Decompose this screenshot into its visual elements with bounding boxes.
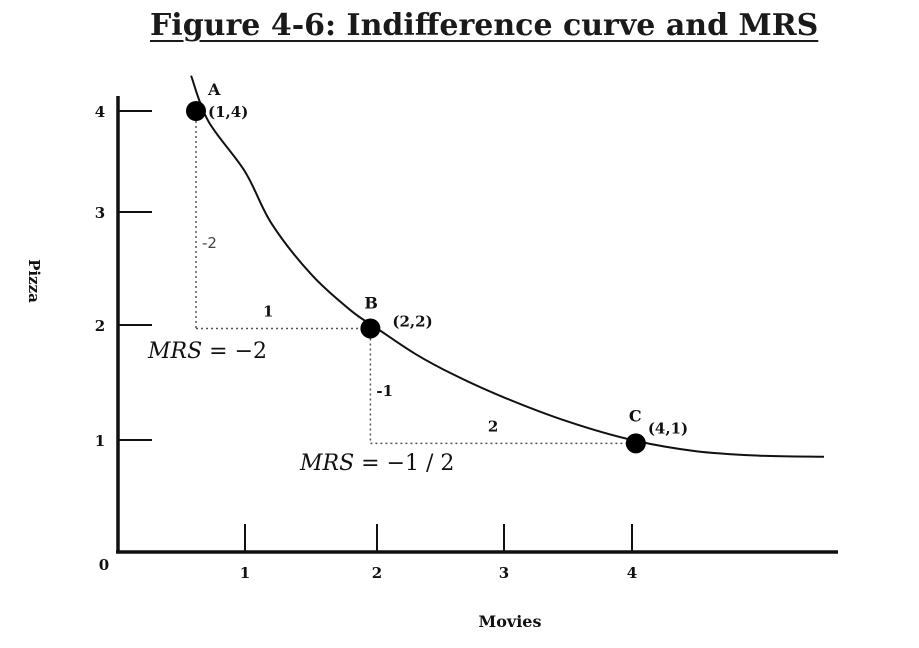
delta-y-b-c: -1 — [376, 382, 393, 400]
x-tick-label-2: 2 — [372, 564, 382, 582]
mrs-label-a-b: MRS = −2 — [147, 339, 267, 364]
mrs-label-b-c: MRS = −1 / 2 — [299, 451, 454, 476]
delta-x-b-c: 2 — [488, 417, 498, 435]
x-tick-label-3: 3 — [499, 564, 509, 582]
y-tick-label-2: 2 — [95, 317, 105, 335]
point-label-a: A — [207, 80, 221, 99]
y-tick-label-3: 3 — [95, 204, 105, 222]
point-coords-b: (2,2) — [392, 312, 432, 330]
point-a — [186, 101, 206, 121]
origin-label: 0 — [99, 556, 109, 574]
point-c — [625, 433, 646, 454]
point-coords-c: (4,1) — [648, 419, 688, 437]
y-tick-label-4: 4 — [95, 103, 105, 121]
point-b — [360, 318, 381, 339]
point-label-b: B — [364, 293, 378, 312]
x-axis-label: Movies — [478, 612, 542, 631]
point-label-c: C — [629, 406, 642, 425]
point-coords-a: (1,4) — [208, 103, 248, 121]
delta-y-a-b: -2 — [202, 234, 217, 252]
chart-title: Figure 4-6: Indifference curve and MRS — [150, 8, 819, 43]
x-tick-label-4: 4 — [627, 564, 637, 582]
delta-x-a-b: 1 — [263, 302, 273, 320]
indifference-curve — [190, 75, 825, 458]
y-tick-label-1: 1 — [95, 432, 105, 450]
x-tick-label-1: 1 — [240, 564, 250, 582]
